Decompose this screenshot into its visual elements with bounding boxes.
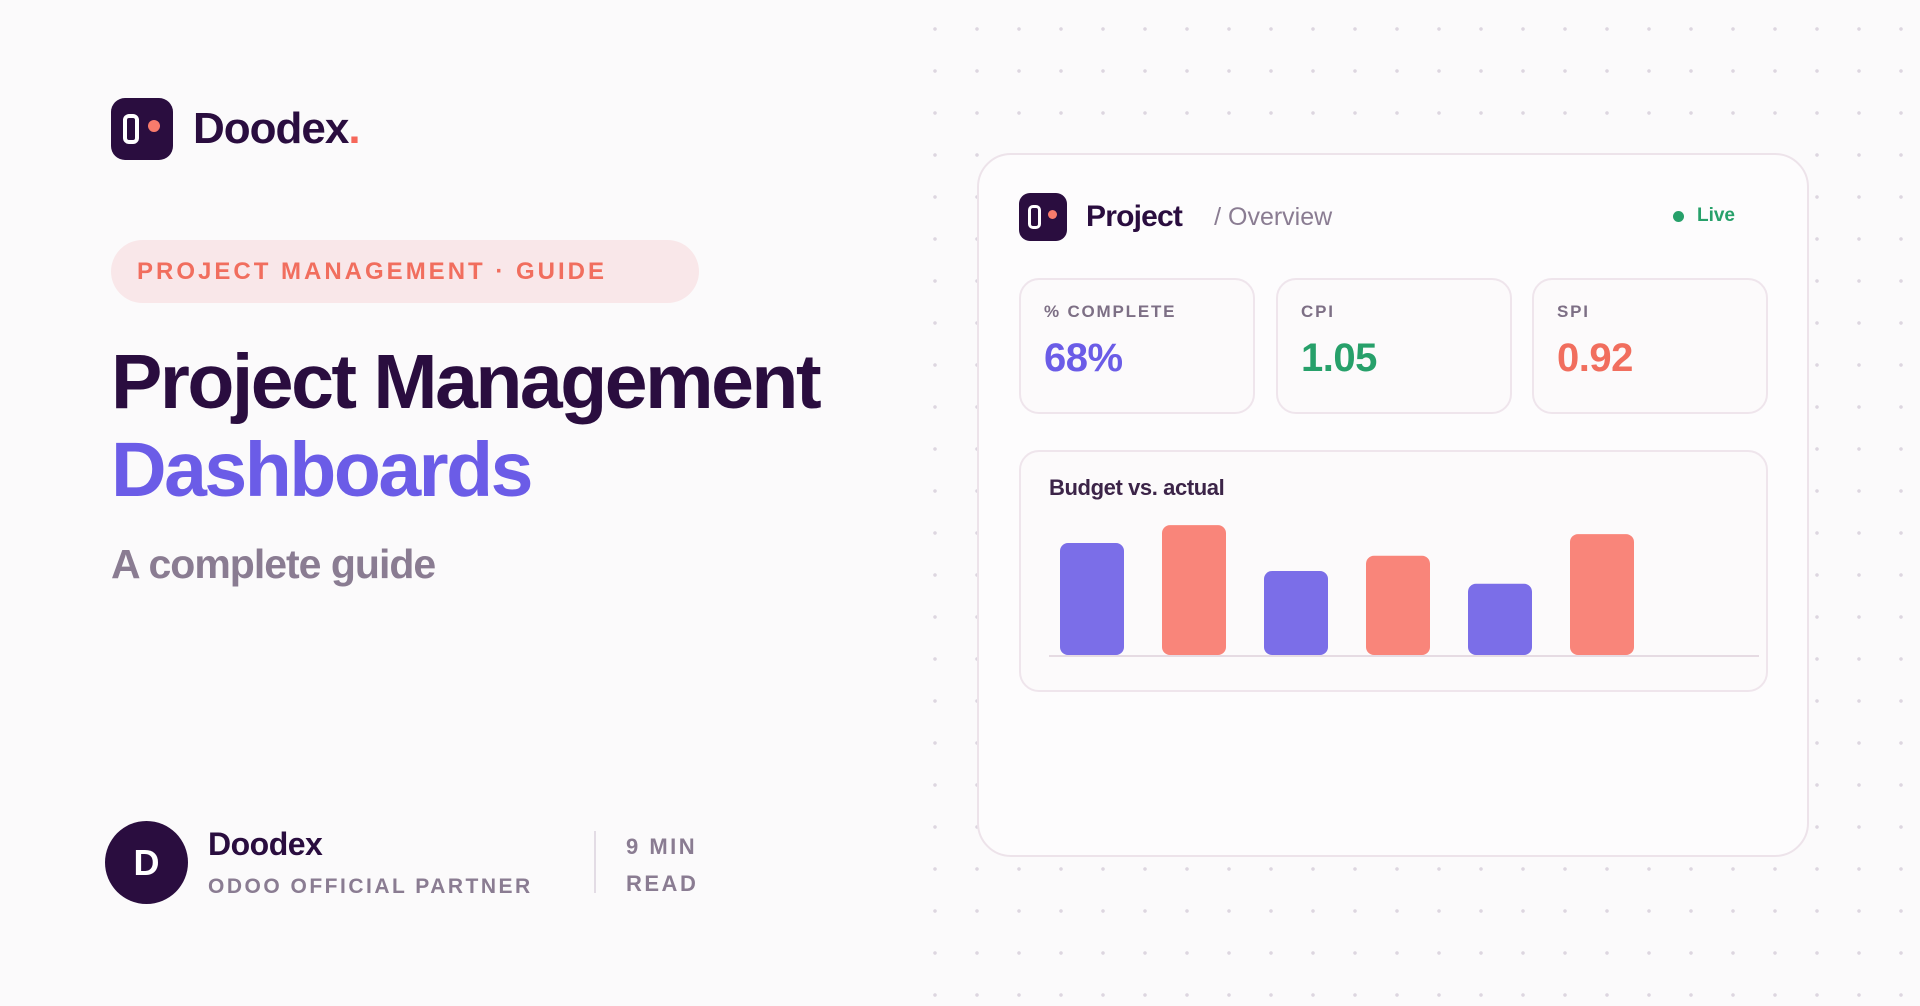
- avatar: D: [105, 821, 188, 904]
- title-line-2: Dashboards: [111, 427, 534, 513]
- footer-divider: [594, 831, 596, 893]
- chart-bar[interactable]: [1366, 555, 1430, 655]
- author-name: Doodex: [208, 826, 323, 862]
- chart-bar[interactable]: [1570, 534, 1634, 655]
- read-time: 9 MIN READ: [626, 834, 699, 896]
- project-logo-icon: [1019, 193, 1067, 241]
- chart-bar[interactable]: [1060, 543, 1124, 655]
- category-tag: PROJECT MANAGEMENT · GUIDE: [111, 240, 699, 303]
- dashboard-title: Project: [1086, 200, 1183, 233]
- chart-title: Budget vs. actual: [1049, 475, 1225, 500]
- page-subtitle: A complete guide: [111, 541, 436, 587]
- bar-chart: [1049, 525, 1759, 657]
- chart-bar[interactable]: [1162, 525, 1226, 655]
- kpi-label: CPI: [1301, 302, 1335, 321]
- brand-logo[interactable]: Doodex.: [111, 98, 361, 160]
- doodex-logo-icon: [111, 98, 173, 160]
- author-role: ODOO OFFICIAL PARTNER: [208, 875, 533, 898]
- kpi-value: 68%: [1044, 336, 1123, 380]
- chart-bar[interactable]: [1468, 583, 1532, 655]
- kpi-label: SPI: [1557, 302, 1590, 321]
- brand-name: Doodex.: [193, 104, 361, 153]
- kpi-card-cpi[interactable]: CPI 1.05: [1276, 278, 1512, 414]
- kpi-value: 1.05: [1301, 336, 1377, 380]
- title-line-1: Project Management: [111, 339, 822, 425]
- kpi-label: % COMPLETE: [1044, 302, 1177, 321]
- kpi-card-spi[interactable]: SPI 0.92: [1532, 278, 1768, 414]
- live-label: Live: [1696, 205, 1735, 226]
- dashboard-card: Project / Overview Live % COMPLETE 68% C…: [977, 153, 1809, 857]
- dashboard-header: Project / Overview Live: [1019, 193, 1769, 241]
- kpi-card-complete[interactable]: % COMPLETE 68%: [1019, 278, 1255, 414]
- budget-chart-panel: Budget vs. actual: [1019, 450, 1768, 692]
- author-block: D Doodex ODOO OFFICIAL PARTNER: [105, 821, 533, 904]
- live-dot-icon: [1672, 210, 1684, 222]
- chart-bar[interactable]: [1264, 571, 1328, 655]
- kpi-value: 0.92: [1557, 336, 1633, 380]
- live-status-badge: Live: [1672, 205, 1735, 227]
- breadcrumb[interactable]: / Overview: [1214, 202, 1333, 231]
- page-title: Project Management Dashboards: [111, 338, 822, 514]
